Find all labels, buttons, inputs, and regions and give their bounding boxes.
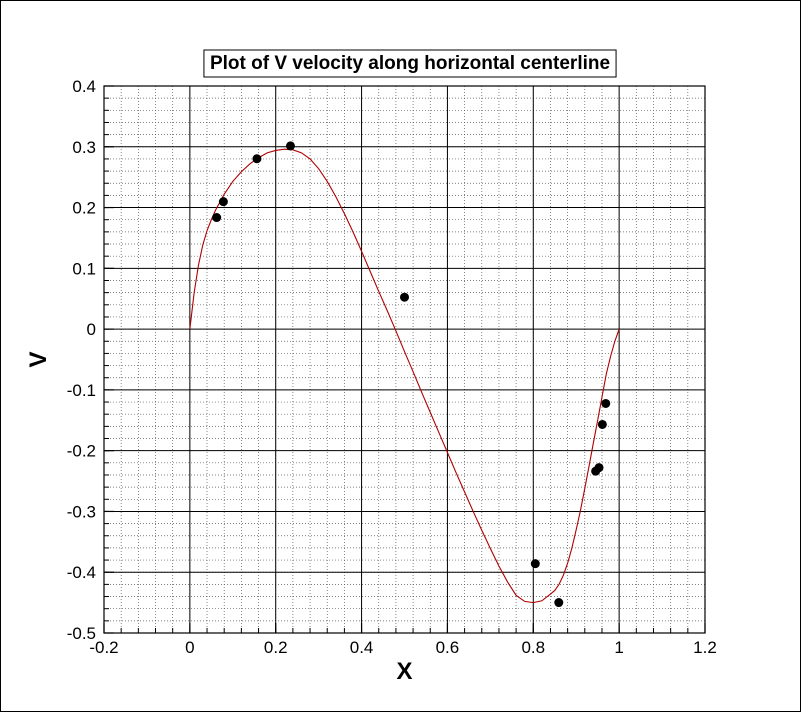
y-tick-label: 0.1 [72,259,96,278]
y-tick-label: -0.1 [67,381,96,400]
y-tick-labels: 0.4 0.3 0.2 0.1 0 -0.1 -0.2 -0.3 -0.4 -0.5 [67,77,96,643]
y-tick-label: 0 [87,320,96,339]
major-grid [103,85,706,634]
chart-title: Plot of V velocity along horizontal cent… [210,53,610,74]
y-tick-label: -0.5 [67,624,96,643]
data-point-marker [252,154,262,164]
x-tick-label: -0.2 [89,638,118,657]
data-point-marker [594,463,604,473]
x-axis-title: X [396,658,412,685]
series-markers [212,141,611,608]
y-tick-label: 0.2 [72,199,96,218]
y-tick-label: 0.3 [72,138,96,157]
y-tick-label: -0.4 [67,563,96,582]
data-point-marker [285,141,295,151]
data-point-marker [601,398,611,408]
x-tick-labels: -0.2 0 0.2 0.4 0.6 0.8 1 1.2 [89,638,716,657]
data-point-marker [218,197,228,207]
y-axis-title: V [25,351,52,367]
x-tick-label: 1.2 [693,638,717,657]
minor-grid [103,85,706,634]
y-tick-label: -0.3 [67,502,96,521]
data-point-marker [400,292,409,302]
x-tick-label: 0 [185,638,194,657]
y-tick-label: 0.4 [72,77,96,96]
data-point-marker [554,598,564,608]
x-tick-label: 1 [614,638,623,657]
axis-ticks [103,85,706,634]
series-line-v-velocity [189,148,620,604]
y-tick-label: -0.2 [67,442,96,461]
plot-area [103,85,706,634]
x-tick-label: 0.2 [264,638,288,657]
data-point-marker [597,419,607,429]
x-tick-label: 0.8 [521,638,545,657]
data-point-marker [530,559,540,569]
chart-title-box [203,49,617,78]
x-tick-label: 0.6 [436,638,460,657]
x-tick-label: 0.4 [350,638,374,657]
data-point-marker [212,213,222,223]
